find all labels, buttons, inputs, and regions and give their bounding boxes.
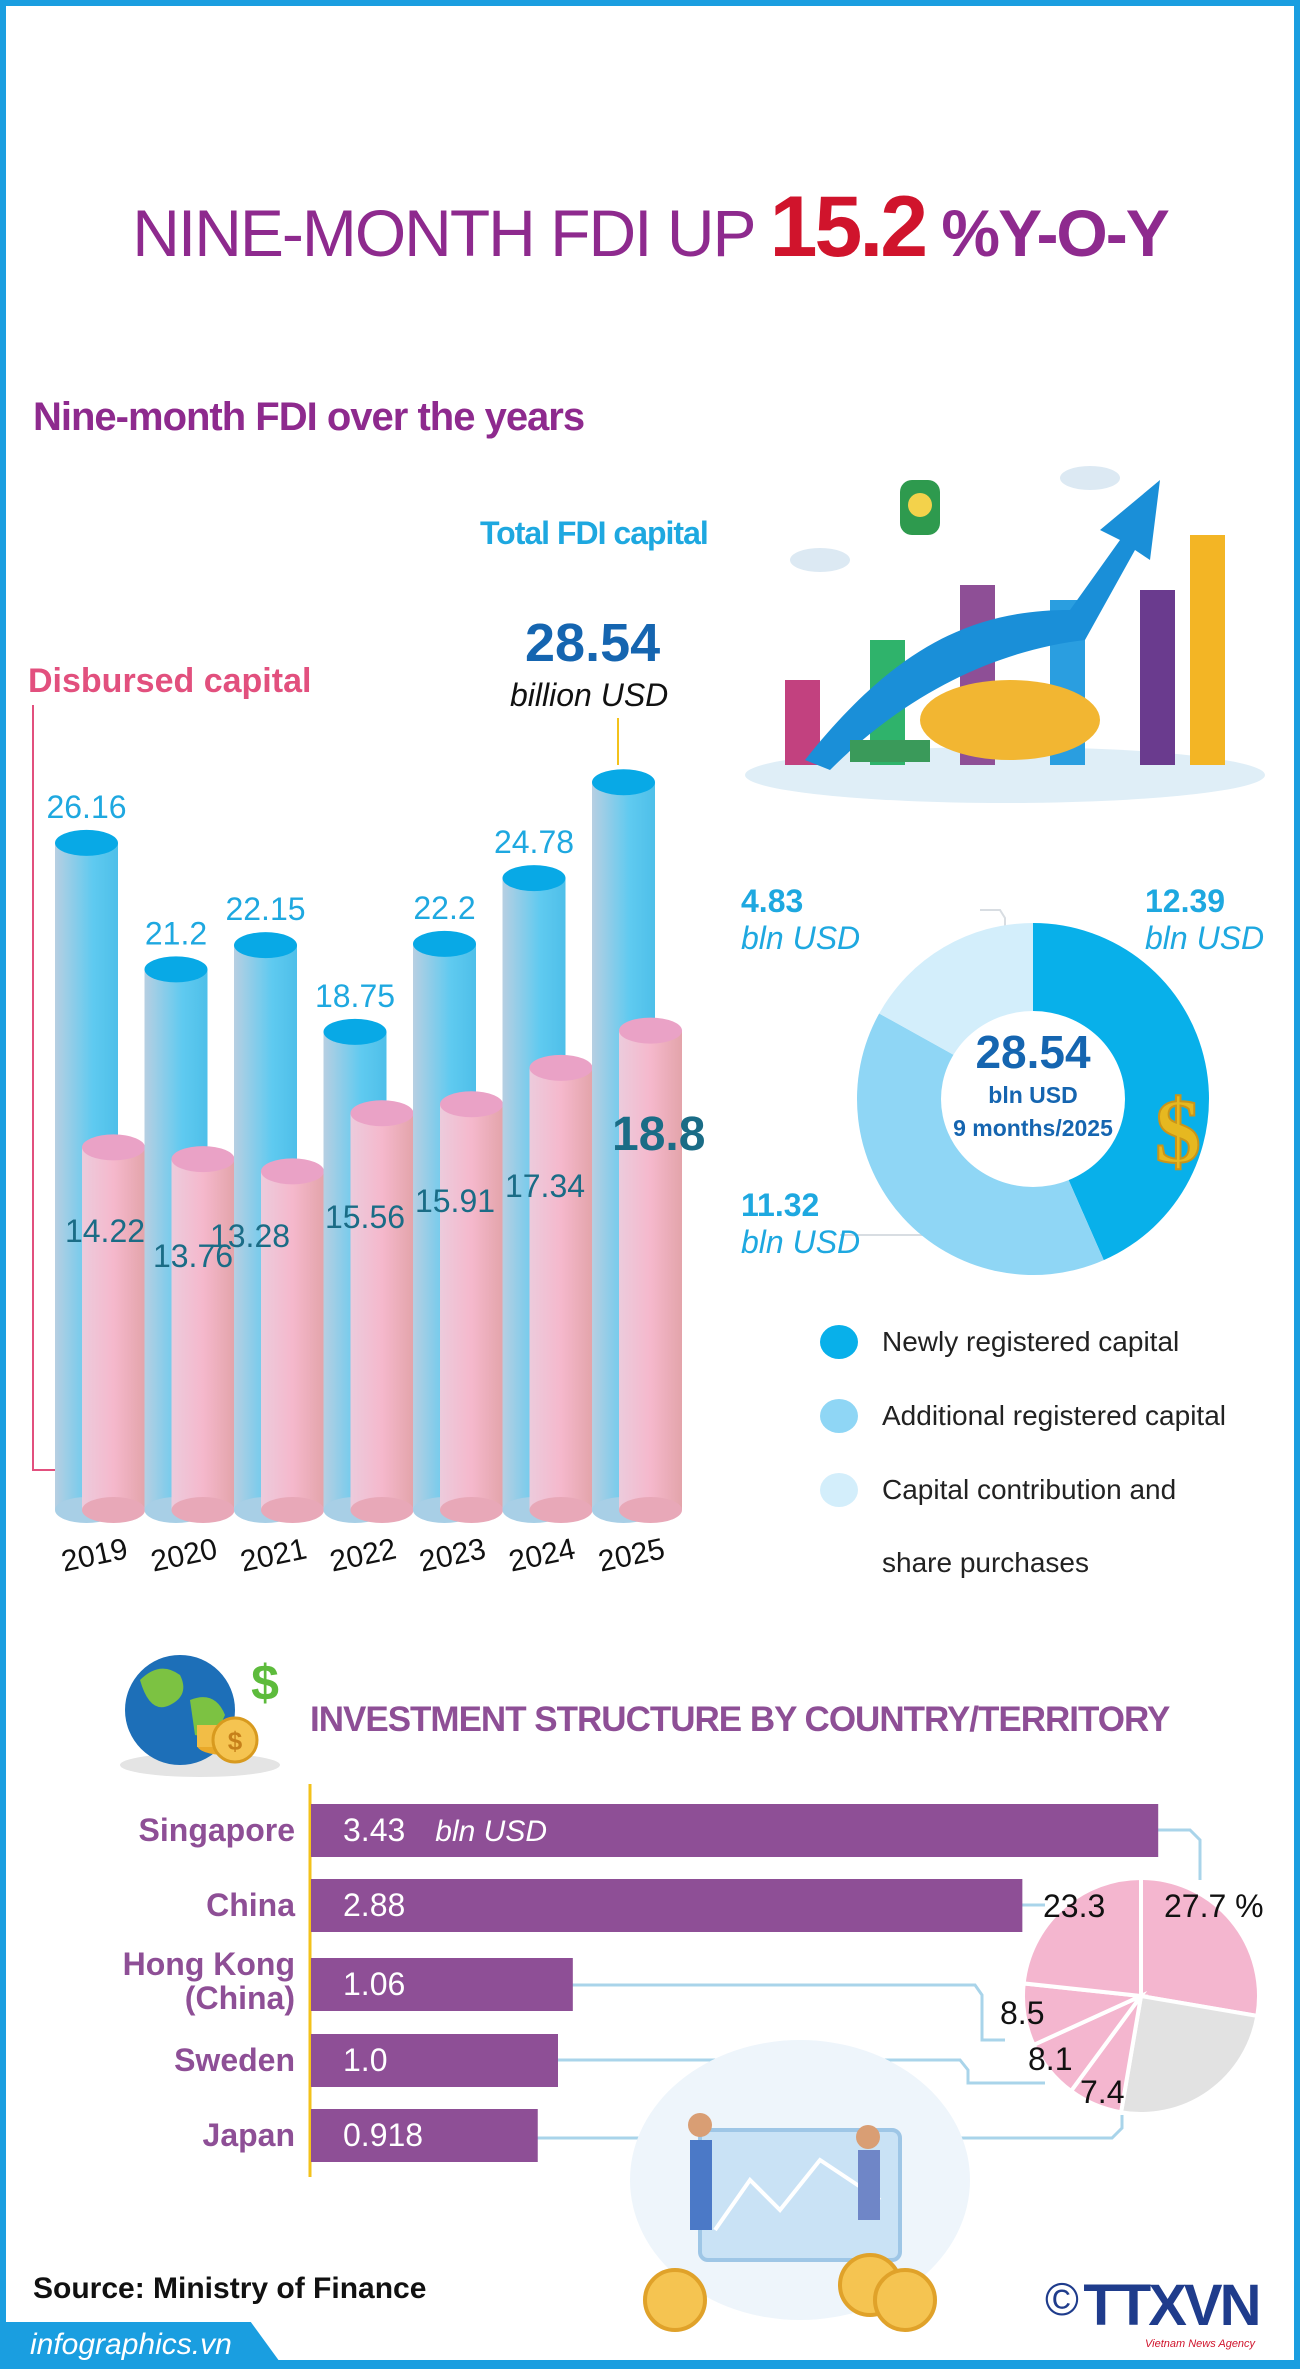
country-label-china: China (206, 1887, 295, 1923)
country-bar (311, 1804, 1159, 1857)
bar-value-singapore: 3.43 bln USD (343, 1812, 547, 1848)
donut-label-newly-registered: 12.39 bln USD (1145, 883, 1265, 956)
highlight-unit: billion USD (510, 677, 669, 713)
bar-value-china: 2.88 (343, 1887, 406, 1923)
pie-label-china: 23.3 (1043, 1888, 1106, 1924)
legend-swatch (820, 1473, 858, 1507)
country-label-hong-kong: Hong Kong (China) (122, 1946, 295, 2016)
legend-capital-contribution: Capital contribution and (820, 1473, 1176, 1507)
disbursed-bar-2019 (82, 1147, 145, 1510)
total-value-label: 24.78 (494, 824, 574, 860)
section-title-investment-structure: INVESTMENT STRUCTURE BY COUNTRY/TERRITOR… (310, 1700, 1170, 1739)
disbursed-bar-base (529, 1497, 593, 1523)
disbursed-bar-top (261, 1158, 324, 1185)
pie-label-singapore: 27.7 % (1164, 1888, 1264, 1924)
bar-value-japan: 0.918 (343, 2117, 424, 2153)
disbursed-value-label: 15.56 (325, 1199, 405, 1235)
disbursed-bar-2020 (171, 1159, 235, 1510)
total-bar-top (323, 1018, 387, 1045)
total-bar-top (144, 956, 208, 983)
disbursed-bar-base (171, 1497, 235, 1523)
disbursed-bar-top (440, 1091, 503, 1118)
donut-label-capital-contribution: 4.83 bln USD (741, 883, 861, 956)
disbursed-bar-base (619, 1497, 682, 1523)
country-bar (311, 2109, 538, 2162)
pie-label-sweden: 8.1 (1028, 2041, 1073, 2077)
pie-slice (1021, 1875, 1143, 1999)
total-fdi-label: Total FDI capital (480, 515, 709, 551)
svg-text:$: $ (1155, 1080, 1201, 1182)
donut-center-value: 28.54 (975, 1026, 1091, 1078)
title-suffix: Y-O-Y (998, 196, 1170, 270)
donut-label-additional-registered: 11.32 bln USD (741, 1187, 861, 1260)
country-label-sweden: Sweden (174, 2042, 295, 2078)
pie-label-japan: 7.4 (1080, 2074, 1125, 2110)
total-value-label: 22.15 (225, 891, 305, 927)
site-link[interactable]: infographics.vn (30, 2328, 232, 2361)
disbursed-bar-top (529, 1054, 593, 1081)
bar-value-hong-kong: 1.06 (343, 1966, 406, 2002)
total-value-label: 26.16 (46, 789, 126, 825)
country-bar (311, 1879, 1023, 1932)
total-value-label: 18.75 (315, 978, 395, 1014)
disbursed-bar-top (82, 1134, 145, 1161)
disbursed-value-label: 13.28 (210, 1218, 290, 1254)
total-bar-top (502, 865, 566, 892)
total-bar-top (234, 932, 297, 959)
disbursed-bar-top (171, 1146, 235, 1173)
disbursed-bar-base (440, 1497, 503, 1523)
title-number: 15.2 (769, 179, 928, 275)
disbursed-bar-base (261, 1497, 324, 1523)
bar-value-sweden: 1.0 (343, 2042, 388, 2078)
donut-center-period: 9 months/2025 (953, 1115, 1113, 1141)
title-prefix: NINE-MONTH FDI UP (132, 196, 755, 270)
total-bar-top (592, 769, 655, 796)
disbursed-bar-2022 (350, 1113, 414, 1510)
disbursed-value-label: 14.22 (65, 1213, 145, 1249)
legend-newly-registered: Newly registered capital (820, 1325, 1179, 1359)
total-bar-top (55, 829, 118, 856)
disbursed-bar-2021 (261, 1171, 324, 1510)
disbursed-value-label: 13.76 (153, 1238, 233, 1274)
highlight-total: 28.54 (525, 613, 661, 673)
dollar-sign-icon: $ (1154, 1079, 1202, 1183)
disbursed-value-label: 17.34 (505, 1168, 585, 1204)
disbursed-value-label: 18.8 (612, 1108, 705, 1161)
disbursed-bar-top (350, 1100, 414, 1127)
disbursed-value-label: 15.91 (415, 1183, 495, 1219)
pie-slice (1139, 1875, 1261, 2019)
country-bar (311, 2034, 558, 2087)
total-value-label: 22.2 (413, 890, 475, 926)
disbursed-bar-2023 (440, 1104, 503, 1510)
legend-swatch (820, 1325, 858, 1359)
country-bar (311, 1958, 573, 2011)
source-note: Source: Ministry of Finance (33, 2272, 427, 2305)
disbursed-bar-2024 (529, 1067, 593, 1510)
total-value-label: 21.2 (145, 915, 207, 951)
title-percent: % (941, 196, 1000, 270)
disbursed-bar-base (350, 1497, 414, 1523)
ttxvn-logo: © TTXVN Vietnam News Agency (1045, 2273, 1261, 2350)
disbursed-bar-2025 (619, 1030, 682, 1510)
disbursed-bar-base (82, 1497, 145, 1523)
pie-label-hong-kong: 8.5 (1000, 1995, 1045, 2031)
legend-capital-contribution-cont: share purchases (882, 1547, 1090, 1578)
country-label-singapore: Singapore (138, 1812, 295, 1848)
legend-swatch (820, 1399, 858, 1433)
bottom-border (0, 2360, 1300, 2369)
disbursed-bar-top (619, 1017, 682, 1044)
disbursed-label: Disbursed capital (28, 662, 312, 700)
page-title: NINE-MONTH FDI UP 15.2 %Y-O-Y (0, 178, 1300, 277)
section-title-fdi-years: Nine-month FDI over the years (33, 395, 585, 439)
legend-additional-registered: Additional registered capital (820, 1399, 1226, 1433)
pie-slice (1118, 1993, 1260, 2116)
donut-center-unit: bln USD (988, 1082, 1078, 1108)
country-label-japan: Japan (202, 2117, 295, 2153)
total-bar-top (413, 930, 476, 957)
